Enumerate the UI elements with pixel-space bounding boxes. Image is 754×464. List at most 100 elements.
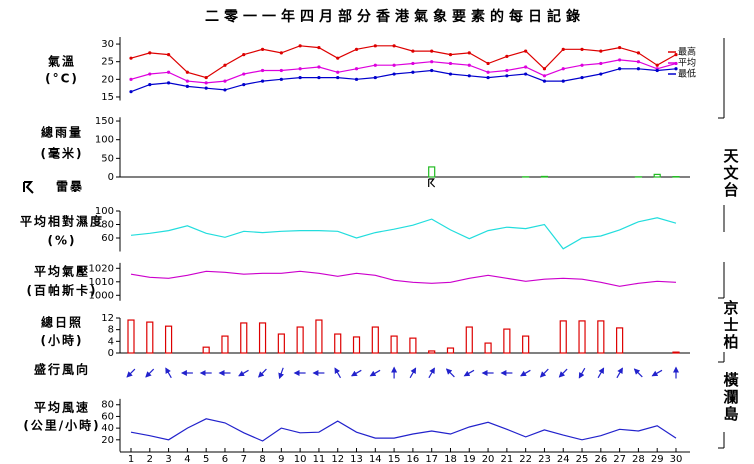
point <box>599 61 603 66</box>
point <box>279 68 283 73</box>
bar <box>616 327 624 354</box>
wind-arrow <box>126 368 136 378</box>
point <box>185 79 189 83</box>
point <box>430 60 434 64</box>
point <box>542 67 547 71</box>
x-tick-label: 21 <box>500 454 513 464</box>
panel-label: 氣溫 <box>48 54 76 69</box>
point <box>580 75 584 80</box>
thunder-mark <box>428 178 436 188</box>
x-tick-label: 27 <box>613 454 626 464</box>
wind-arrow <box>369 369 381 377</box>
point <box>636 51 641 55</box>
point <box>204 81 208 85</box>
panel-label: (公里/小時) <box>23 418 100 433</box>
panel-label: 平均氣壓 <box>34 264 90 279</box>
x-tick-label: 25 <box>576 454 589 464</box>
line <box>130 217 677 250</box>
wind-arrow <box>578 367 586 379</box>
point <box>467 51 471 55</box>
point <box>129 77 133 81</box>
point <box>148 83 152 87</box>
point <box>618 45 622 50</box>
wind-arrow <box>145 368 155 378</box>
y-tick-label: 20 <box>101 435 114 446</box>
point <box>505 74 509 78</box>
y-tick-label: 12 <box>101 313 114 324</box>
panel-label: 總日照 <box>41 315 83 330</box>
point <box>448 61 453 66</box>
x-tick-label: 17 <box>425 454 438 464</box>
point <box>129 90 133 94</box>
thunder-icon <box>23 181 34 194</box>
y-tick-label: 60 <box>101 411 114 422</box>
wind-arrow <box>165 367 172 379</box>
wind-arrow <box>597 367 605 379</box>
chart-title: 二零一一年四月部分香港氣象要素的每日記錄 <box>205 8 585 25</box>
bar <box>371 326 379 354</box>
point <box>298 67 302 71</box>
station-label: 京士柏 <box>722 299 740 351</box>
point <box>580 47 584 51</box>
point <box>411 70 415 74</box>
x-tick-label: 10 <box>294 454 307 464</box>
point <box>467 63 471 67</box>
x-tick-label: 23 <box>538 454 551 464</box>
panel-label: 盛行風向 <box>34 362 90 377</box>
point <box>486 70 490 74</box>
x-tick-label: 28 <box>632 454 645 464</box>
point <box>467 74 471 78</box>
bar <box>258 322 267 354</box>
point <box>185 84 189 88</box>
point <box>618 67 622 71</box>
panel-label: (%) <box>48 234 77 248</box>
wind-arrow <box>257 368 267 378</box>
bar <box>277 333 285 354</box>
point <box>242 83 246 87</box>
wind-arrow <box>350 369 362 377</box>
point <box>655 63 659 67</box>
x-tick-label: 8 <box>259 454 265 464</box>
wind-arrow <box>278 367 285 380</box>
bar <box>446 347 455 354</box>
point <box>561 47 565 51</box>
bar <box>296 326 304 354</box>
bar <box>597 320 605 354</box>
point <box>242 53 246 57</box>
point <box>448 53 453 57</box>
point <box>129 56 133 60</box>
y-tick-label: 20 <box>101 74 114 85</box>
point <box>223 63 227 67</box>
point <box>411 61 415 66</box>
point <box>317 45 321 50</box>
wind-arrow <box>651 369 663 377</box>
point <box>204 75 208 80</box>
x-tick-label: 24 <box>557 454 570 464</box>
y-tick-label: 50 <box>101 153 114 164</box>
bar <box>540 175 549 178</box>
x-tick-label: 13 <box>350 454 363 464</box>
bar <box>503 328 511 354</box>
bar <box>653 173 661 178</box>
y-tick-label: 1010 <box>89 277 114 288</box>
bar <box>164 325 173 354</box>
x-tick-label: 6 <box>222 454 228 464</box>
point <box>242 72 246 76</box>
point <box>505 68 509 73</box>
y-tick-label: 150 <box>95 116 114 127</box>
x-tick-label: 15 <box>388 454 401 464</box>
y-tick-label: 4 <box>108 336 114 347</box>
x-tick-label: 30 <box>670 454 683 464</box>
point <box>524 65 528 69</box>
point <box>674 53 678 57</box>
point <box>317 65 321 69</box>
point <box>336 56 340 60</box>
y-tick-label: 60 <box>101 233 114 244</box>
point <box>448 72 453 76</box>
x-tick-label: 22 <box>519 454 532 464</box>
point <box>599 72 603 76</box>
line <box>130 45 677 79</box>
bar <box>240 322 248 354</box>
wind-arrow <box>463 369 475 377</box>
